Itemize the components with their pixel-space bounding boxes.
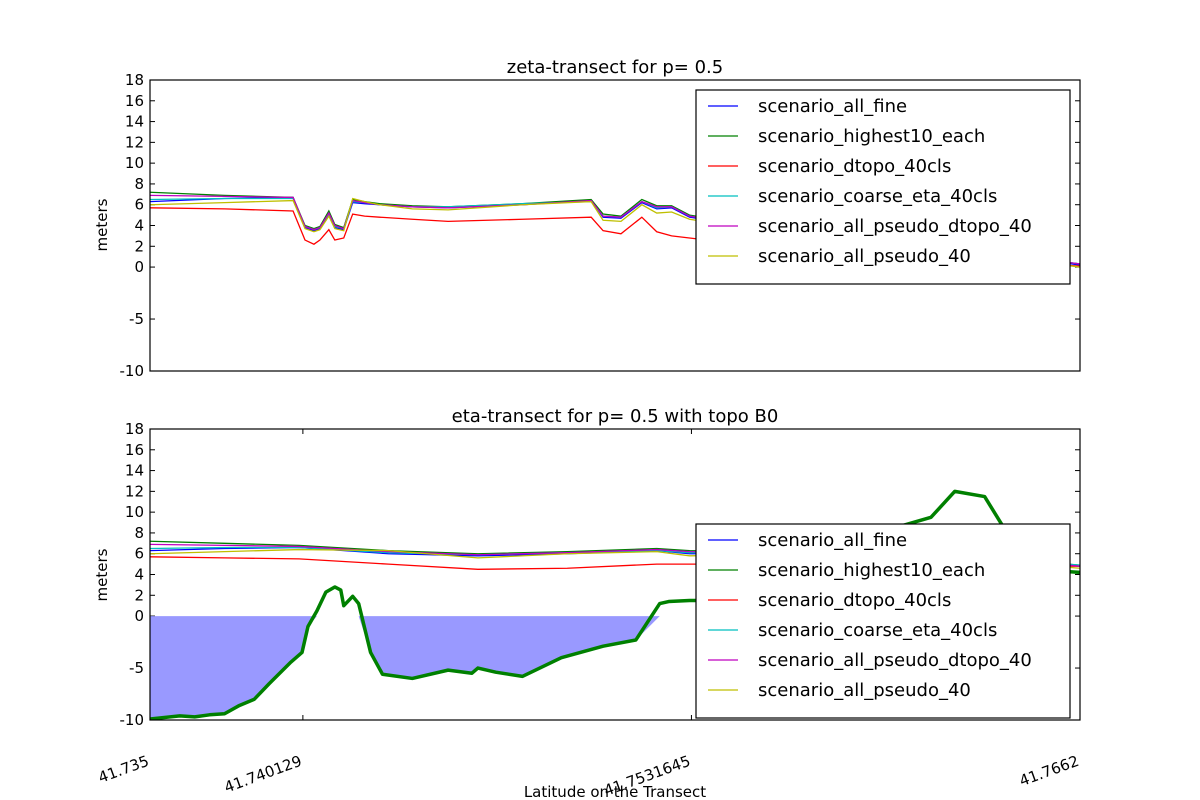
eta-plot-title: eta-transect for p= 0.5 with topo B0 (452, 406, 779, 427)
eta-ytick-label: 12 (125, 482, 144, 500)
zeta-ytick-label: 14 (125, 113, 144, 131)
eta-ytick-label: 2 (134, 586, 144, 604)
xtick-label: 41.735 (96, 752, 151, 787)
eta-legend: scenario_all_fine scenario_highest10_each… (695, 523, 1071, 719)
xtick-label: 41.7662 (1017, 752, 1081, 790)
zeta-ytick-label: 18 (125, 71, 144, 89)
eta-ytick-label: 6 (134, 545, 144, 563)
zeta-ytick-label: 2 (134, 237, 144, 255)
eta-ytick-label: 18 (125, 420, 144, 438)
zeta-legend-box (695, 89, 1071, 285)
zeta-ytick-label: 8 (134, 175, 144, 193)
legend-label-scenario_coarse_eta_40cls: scenario_coarse_eta_40cls (758, 186, 997, 207)
eta-ytick-label: 14 (125, 462, 144, 480)
zeta-ytick-label: 4 (134, 217, 144, 235)
eta-ytick-label: 16 (125, 441, 144, 459)
eta-ytick-label: -5 (129, 659, 144, 677)
legend-label-scenario_dtopo_40cls: scenario_dtopo_40cls (758, 156, 951, 177)
eta-y-ticks: -10 -5 0 2 4 6 8 10 12 14 16 18 (120, 420, 1080, 729)
eta-ytick-label: -10 (120, 711, 145, 729)
zeta-ytick-label: 16 (125, 92, 144, 110)
zeta-ytick-label: 0 (134, 258, 144, 276)
eta-ytick-label: 8 (134, 524, 144, 542)
zeta-plot-title: zeta-transect for p= 0.5 (507, 57, 723, 78)
legend-label-scenario_dtopo_40cls: scenario_dtopo_40cls (758, 590, 951, 611)
legend-label-scenario_all_pseudo_40: scenario_all_pseudo_40 (758, 246, 971, 267)
eta-legend-box (695, 523, 1071, 719)
legend-label-scenario_all_fine: scenario_all_fine (758, 530, 907, 551)
zeta-ytick-label: 12 (125, 133, 144, 151)
legend-label-scenario_highest10_each: scenario_highest10_each (758, 126, 985, 147)
zeta-ytick-label: -5 (129, 310, 144, 328)
eta-plot-frame (149, 428, 1081, 721)
zeta-transect-plot: zeta-transect for p= 0.5 meters -10 -5 0 2 4… (93, 57, 1081, 380)
legend-label-scenario_all_pseudo_40: scenario_all_pseudo_40 (758, 680, 971, 701)
legend-label-scenario_all_pseudo_dtopo_40: scenario_all_pseudo_dtopo_40 (758, 216, 1032, 237)
legend-label-scenario_all_pseudo_dtopo_40: scenario_all_pseudo_dtopo_40 (758, 650, 1032, 671)
eta-transect-plot: eta-transect for p= 0.5 with topo B0 met… (93, 406, 1081, 800)
zeta-ytick-label: -10 (120, 362, 145, 380)
zeta-legend: scenario_all_fine scenario_highest10_each… (695, 89, 1071, 285)
legend-label-scenario_coarse_eta_40cls: scenario_coarse_eta_40cls (758, 620, 997, 641)
zeta-plot-frame (149, 79, 1081, 372)
zeta-ytick-label: 6 (134, 196, 144, 214)
x-axis-label: Latitude on the Transect (524, 783, 706, 800)
water-fill-area (150, 616, 1080, 719)
eta-ytick-label: 10 (125, 503, 144, 521)
eta-y-axis-label: meters (93, 548, 111, 601)
water-fill (150, 616, 1080, 719)
xtick-label: 41.740129 (222, 752, 304, 797)
eta-ytick-label: 0 (134, 607, 144, 625)
eta-ytick-label: 4 (134, 566, 144, 584)
zeta-y-axis-label: meters (93, 198, 111, 251)
zeta-y-ticks: -10 -5 0 2 4 6 8 10 12 14 16 18 (120, 71, 1080, 380)
legend-label-scenario_highest10_each: scenario_highest10_each (758, 560, 985, 581)
legend-label-scenario_all_fine: scenario_all_fine (758, 96, 907, 117)
zeta-ytick-label: 10 (125, 154, 144, 172)
